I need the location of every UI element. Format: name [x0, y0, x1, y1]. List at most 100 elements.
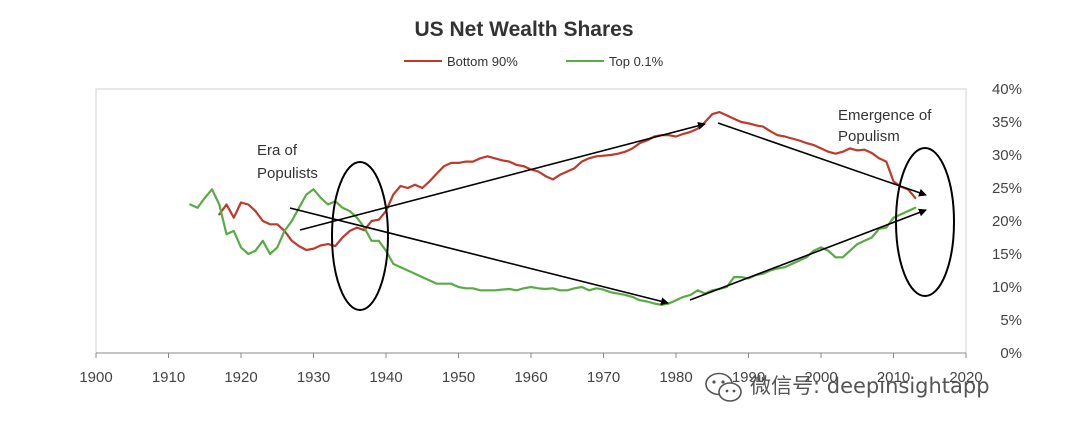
data-point: [254, 249, 257, 252]
data-point: [544, 175, 547, 178]
data-point: [580, 160, 583, 163]
x-tick-label: 2020: [949, 369, 982, 386]
data-point: [269, 253, 271, 255]
data-point: [537, 287, 540, 290]
trend-arrow-top-0-1-fall: [289, 207, 669, 306]
data-point: [319, 244, 322, 247]
data-point: [493, 157, 496, 160]
data-point: [696, 127, 699, 130]
data-point: [377, 218, 380, 221]
data-point: [856, 243, 859, 246]
data-point: [841, 150, 844, 153]
y-tick-label: 35%: [992, 114, 1022, 131]
data-point: [522, 165, 525, 168]
data-point: [820, 147, 822, 150]
data-point: [399, 266, 402, 269]
data-point: [290, 220, 293, 222]
data-point: [870, 236, 873, 239]
data-point: [696, 289, 699, 292]
data-point: [225, 233, 228, 236]
legend: Bottom 90% Top 0.1%: [404, 54, 664, 69]
data-point: [218, 213, 221, 216]
data-point: [595, 287, 598, 290]
data-point: [370, 239, 373, 242]
data-point: [849, 147, 851, 150]
x-tick-label: 1970: [587, 369, 620, 386]
chart-title: US Net Wealth Shares: [414, 18, 633, 41]
data-point: [406, 269, 409, 272]
data-point: [841, 256, 844, 259]
data-point: [646, 300, 648, 303]
trend-arrow-bottom-90-fall: [717, 122, 927, 197]
x-tick-label: 1990: [732, 369, 765, 386]
annotation-era-line-2: Populists: [257, 165, 318, 182]
data-point: [348, 210, 351, 213]
trend-arrow-bottom-90-rise: [299, 121, 706, 231]
data-point: [479, 289, 482, 292]
data-point: [341, 206, 344, 209]
data-point: [414, 272, 416, 275]
data-point: [725, 114, 728, 117]
data-point: [899, 213, 902, 216]
data-point: [834, 256, 837, 259]
data-point: [501, 159, 503, 162]
data-point: [791, 137, 793, 140]
data-point: [508, 288, 511, 290]
data-point: [501, 288, 503, 291]
data-point: [595, 155, 598, 158]
data-point: [283, 230, 286, 232]
data-point: [196, 206, 199, 209]
watermark-text: 微信号: deepinsightapp: [750, 374, 990, 398]
data-point: [269, 223, 271, 226]
data-point: [486, 155, 489, 158]
data-point: [392, 263, 395, 265]
data-point: [377, 239, 380, 242]
data-point: [464, 160, 467, 163]
data-point: [254, 210, 257, 213]
data-point: [450, 162, 453, 164]
data-point: [305, 249, 308, 251]
data-point: [863, 148, 866, 151]
data-point: [798, 259, 801, 262]
data-point: [812, 144, 815, 147]
data-point: [624, 150, 627, 153]
data-point: [740, 121, 743, 123]
data-point: [472, 160, 474, 163]
data-point: [849, 249, 851, 252]
data-point: [573, 167, 576, 170]
plot-area-frame: [95, 88, 967, 354]
data-point: [399, 185, 402, 187]
data-point: [783, 135, 786, 138]
data-point: [559, 289, 561, 292]
data-point: [232, 216, 235, 219]
data-point: [827, 249, 830, 252]
data-point: [762, 125, 764, 128]
data-point: [298, 206, 300, 209]
data-point: [421, 187, 424, 189]
data-point: [907, 210, 909, 213]
data-point: [370, 220, 373, 222]
data-point: [464, 287, 467, 290]
data-point: [776, 134, 779, 137]
era-of-populists-ellipse: [331, 161, 389, 311]
data-point: [776, 267, 779, 270]
data-point: [704, 121, 706, 123]
data-point: [638, 299, 641, 302]
y-tick-label: 0%: [1000, 345, 1022, 362]
data-point: [240, 201, 242, 204]
data-point: [428, 279, 431, 282]
data-point: [218, 203, 221, 206]
data-point: [885, 160, 888, 163]
data-point: [914, 197, 917, 199]
x-tick-label: 1930: [297, 369, 330, 386]
legend-label-top-0-1: Top 0.1%: [609, 54, 664, 69]
series-line-bottom-90: [218, 110, 917, 252]
data-point: [392, 193, 395, 196]
data-point: [573, 287, 576, 290]
data-point: [689, 294, 692, 296]
y-tick-label: 30%: [992, 147, 1022, 164]
data-point: [870, 152, 873, 154]
data-point: [544, 288, 547, 290]
data-point: [805, 256, 808, 259]
data-point: [820, 246, 822, 249]
